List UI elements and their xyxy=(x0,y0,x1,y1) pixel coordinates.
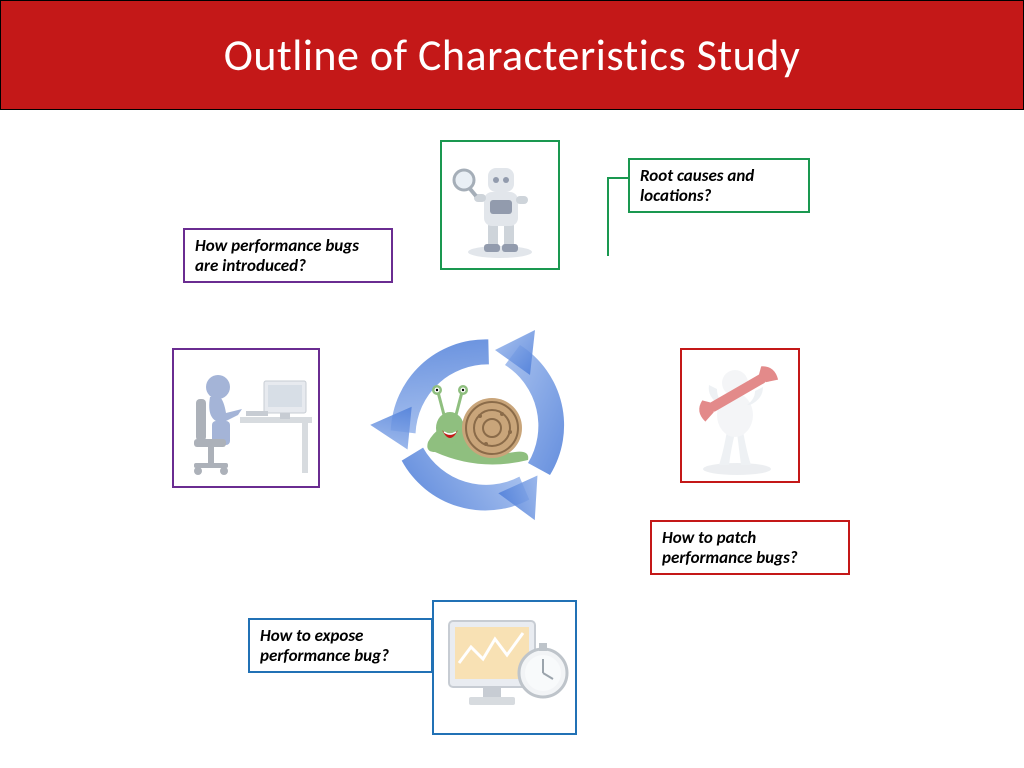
callout-intro-text: How performance bugs are introduced? xyxy=(195,235,359,276)
slide-header: Outline of Characteristics Study xyxy=(0,0,1024,110)
callout-expose-text: How to expose performance bug? xyxy=(260,625,389,666)
callout-root-text: Root causes and locations? xyxy=(640,165,754,206)
callout-root-causes: Root causes and locations? xyxy=(628,158,810,213)
callout-expose: How to expose performance bug? xyxy=(248,618,433,673)
callout-patch-text: How to patch performance bugs? xyxy=(662,527,798,568)
callout-intro: How performance bugs are introduced? xyxy=(183,228,393,283)
snail-icon xyxy=(420,380,540,470)
robot-magnifier-icon xyxy=(440,140,560,270)
monitor-stopwatch-icon xyxy=(432,600,577,735)
person-at-computer-icon xyxy=(172,348,320,488)
gc xyxy=(558,178,633,268)
figure-with-wrench-icon xyxy=(680,348,800,483)
slide-title: Outline of Characteristics Study xyxy=(224,28,801,82)
callout-patch: How to patch performance bugs? xyxy=(650,520,850,575)
